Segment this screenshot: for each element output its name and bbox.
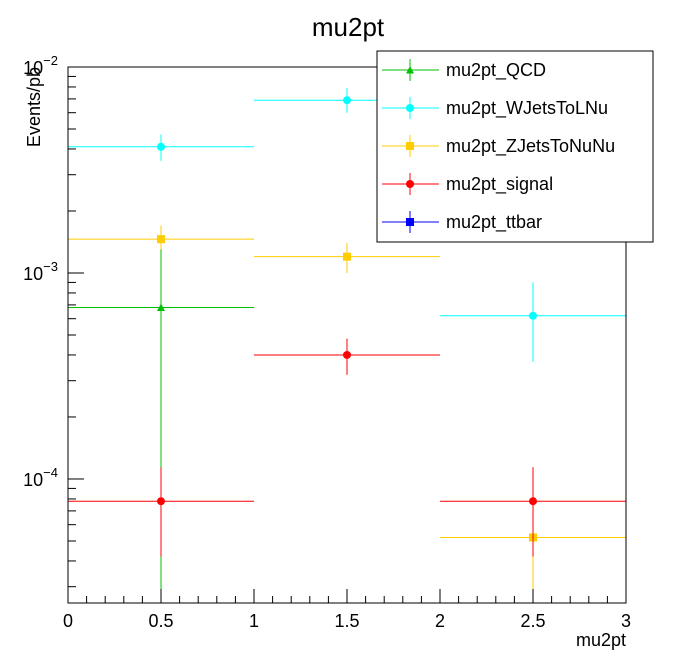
series-mu2pt_WJetsToLNu [68,88,626,362]
data-point [157,235,165,244]
y-axis-label: Events/pb [24,67,44,147]
legend-marker [406,218,414,226]
data-point [157,142,165,151]
legend-label: mu2pt_QCD [446,60,546,81]
legend-label: mu2pt_signal [446,174,553,195]
x-tick-label: 3 [621,611,631,631]
legend-marker [406,66,414,74]
y-tick-label: 10−2 [23,53,58,78]
legend-label: mu2pt_ZJetsToNuNu [446,136,615,157]
series-mu2pt_signal [68,338,626,557]
legend-marker [406,104,414,112]
data-point [529,311,537,320]
data-point [157,497,165,506]
data-point [343,252,351,261]
data-point [157,303,165,311]
x-tick-label: 1 [249,611,259,631]
chart-title: mu2pt [312,12,385,42]
x-tick-label: 1.5 [334,611,359,631]
legend-label: mu2pt_WJetsToLNu [446,98,608,119]
x-axis-label: mu2pt [576,630,626,650]
legend: mu2pt_QCD mu2pt_WJetsToLNu mu2pt_ZJetsToNu… [376,50,654,243]
y-tick-label: 10−4 [23,465,58,490]
legend-marker [406,180,414,188]
data-point [529,497,537,506]
data-point [343,96,351,105]
y-tick-label: 10−3 [23,259,58,284]
x-tick-label: 2.5 [520,611,545,631]
x-tick-label: 0 [63,611,73,631]
plot-area [68,88,626,603]
data-point [343,350,351,359]
axes: 0 0.5 1 1.5 2 2.5 3 10−4 10−3 10−2 [23,53,631,631]
legend-marker [406,142,414,150]
x-tick-label: 0.5 [148,611,173,631]
legend-label: mu2pt_ttbar [446,212,542,233]
x-tick-label: 2 [435,611,445,631]
